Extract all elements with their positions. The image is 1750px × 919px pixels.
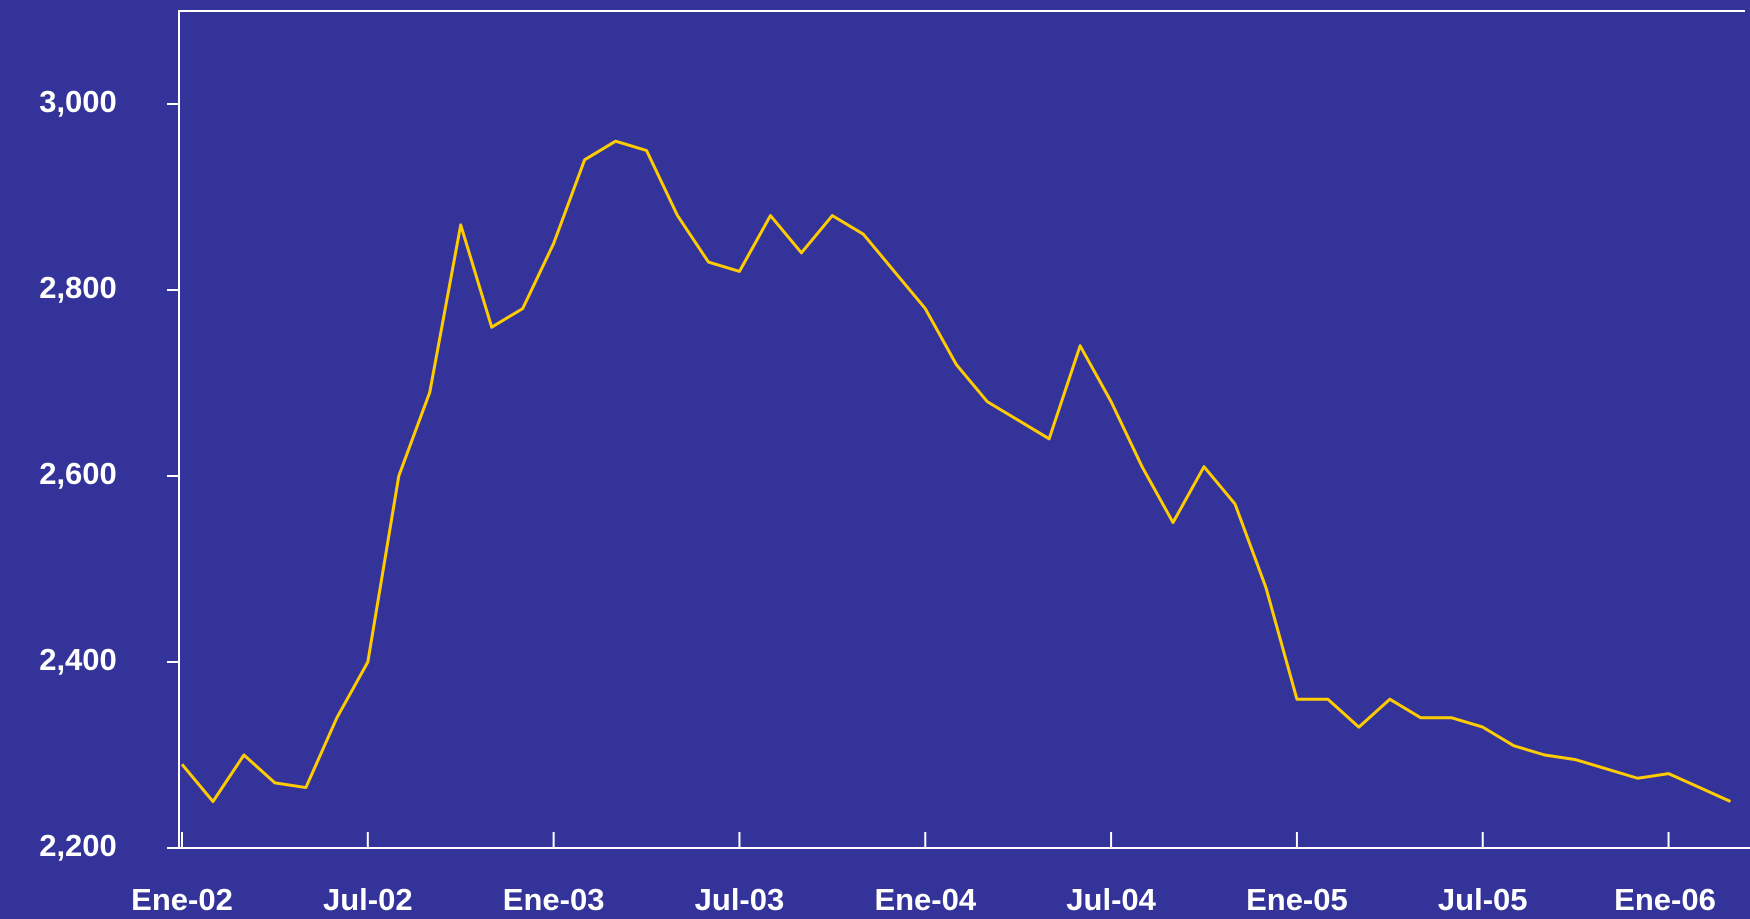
x-tick-label: Ene-02 <box>131 882 233 917</box>
y-tick-label: 2,600 <box>39 456 117 491</box>
x-tick-label: Ene-04 <box>874 882 976 917</box>
y-tick-label: 3,000 <box>39 84 117 119</box>
plot-frame <box>178 10 1745 848</box>
x-tick-label: Jul-05 <box>1438 882 1528 917</box>
y-tick-label: 2,200 <box>39 828 117 863</box>
x-tick-label: Ene-03 <box>503 882 605 917</box>
x-tick-label: Ene-06 <box>1614 882 1716 917</box>
y-tick-label: 2,400 <box>39 642 117 677</box>
data-line <box>180 139 1732 803</box>
x-tick-label: Ene-05 <box>1246 882 1348 917</box>
x-tick-label: Jul-03 <box>695 882 785 917</box>
x-tick-label: Jul-02 <box>323 882 413 917</box>
x-tick-label: Jul-04 <box>1066 882 1156 917</box>
y-tick-label: 2,800 <box>39 270 117 305</box>
